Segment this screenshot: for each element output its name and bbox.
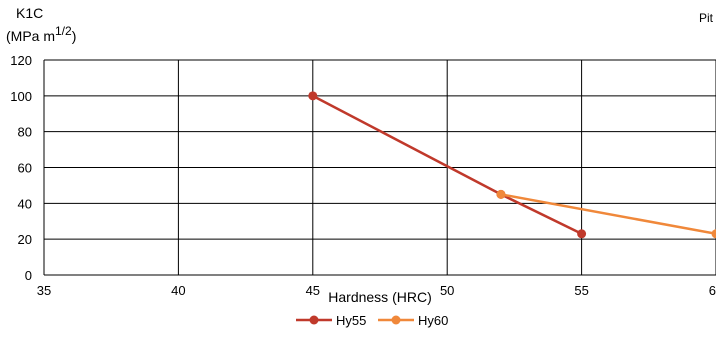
y-tick-label: 100 [10, 89, 32, 104]
y-tick-label: 0 [25, 268, 32, 283]
x-tick-label: 50 [440, 283, 454, 298]
grid [43, 59, 716, 276]
x-tick-label: 45 [306, 283, 320, 298]
corner-text: Pit [699, 11, 714, 25]
y-axis-title-prefix: (MPa m [6, 28, 55, 44]
y-tick-label: 20 [18, 232, 32, 247]
y-tick-label: 80 [18, 125, 32, 140]
x-axis-title: Hardness (HRC) [328, 289, 431, 305]
legend-label-hy60: Hy60 [418, 313, 448, 328]
x-tick-label: 35 [37, 283, 51, 298]
x-tick-label: 40 [171, 283, 185, 298]
legend-marker-hy60 [391, 315, 401, 325]
y-axis-title-suffix: ) [72, 28, 77, 44]
y-axis-title-line1: K1C [16, 5, 43, 21]
data-point-hy60-0 [496, 189, 506, 199]
y-tick-label: 40 [18, 196, 32, 211]
y-axis-title-sup: 1/2 [55, 24, 72, 38]
legend-label-hy55: Hy55 [336, 313, 366, 328]
data-point-hy60-1 [711, 229, 716, 239]
series-line-hy60 [500, 193, 716, 236]
series-group [308, 91, 716, 239]
y-axis-title-line2: (MPa m1/2) [6, 24, 76, 44]
data-point-hy55-0 [308, 91, 318, 101]
x-axis-ticks: 35 40 45 50 55 60 [37, 283, 716, 298]
x-tick-label: 55 [574, 283, 588, 298]
legend: Hy55 Hy60 [296, 313, 448, 328]
y-axis-ticks: 0 20 40 60 80 100 120 [10, 53, 32, 283]
y-tick-label: 120 [10, 53, 32, 68]
x-tick-label: 60 [709, 283, 716, 298]
data-point-hy55-2 [577, 229, 587, 239]
y-tick-label: 60 [18, 161, 32, 176]
legend-marker-hy55 [309, 315, 319, 325]
